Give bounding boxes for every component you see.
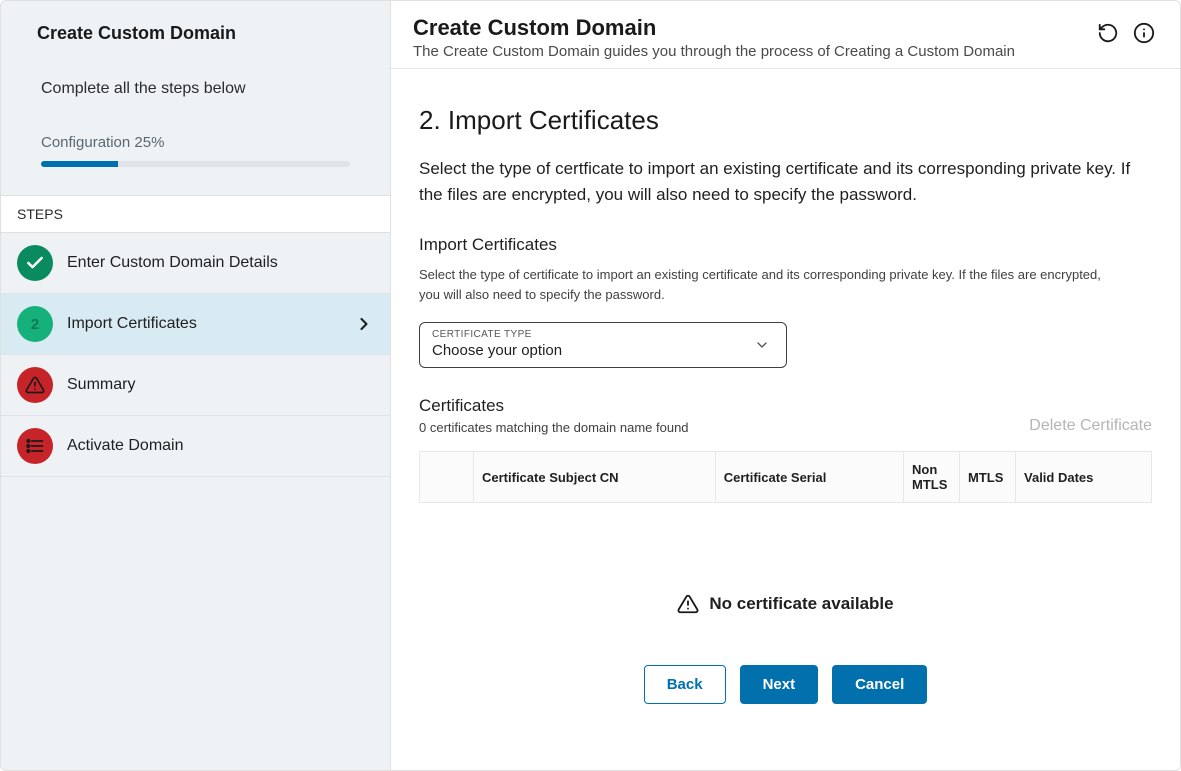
certificates-table: Certificate Subject CN Certificate Seria… xyxy=(419,451,1152,503)
warning-icon xyxy=(17,367,53,403)
next-button[interactable]: Next xyxy=(740,665,819,704)
table-header-mtls[interactable]: MTLS xyxy=(960,452,1016,503)
empty-state-text: No certificate available xyxy=(709,594,893,614)
step-enter-domain-details[interactable]: Enter Custom Domain Details xyxy=(1,233,390,294)
main-panel: Create Custom Domain The Create Custom D… xyxy=(391,1,1180,770)
cancel-button[interactable]: Cancel xyxy=(832,665,927,704)
section-title: 2. Import Certificates xyxy=(419,105,1152,136)
sidebar: Create Custom Domain Complete all the st… xyxy=(1,1,391,770)
warning-icon xyxy=(677,593,699,615)
info-icon[interactable] xyxy=(1132,21,1156,45)
empty-state: No certificate available xyxy=(419,503,1152,645)
sidebar-title: Create Custom Domain xyxy=(37,23,354,44)
progress-fill xyxy=(41,161,118,167)
select-label: CERTIFICATE TYPE xyxy=(432,329,774,340)
list-icon xyxy=(17,428,53,464)
step-label: Enter Custom Domain Details xyxy=(67,254,278,272)
import-description: Select the type of certificate to import… xyxy=(419,265,1119,304)
chevron-down-icon xyxy=(754,337,770,353)
chevron-right-icon xyxy=(354,314,374,334)
refresh-icon[interactable] xyxy=(1096,21,1120,45)
steps-heading: STEPS xyxy=(1,195,390,233)
step-number-icon: 2 xyxy=(17,306,53,342)
sidebar-subtitle: Complete all the steps below xyxy=(41,80,350,98)
back-button[interactable]: Back xyxy=(644,665,726,704)
page-title: Create Custom Domain xyxy=(413,15,1084,41)
progress-track xyxy=(41,161,350,167)
certificate-type-select[interactable]: CERTIFICATE TYPE Choose your option xyxy=(419,322,787,368)
progress-section: Configuration 25% xyxy=(1,118,390,195)
certificates-count: 0 certificates matching the domain name … xyxy=(419,420,689,435)
step-label: Activate Domain xyxy=(67,437,184,455)
step-activate-domain[interactable]: Activate Domain xyxy=(1,416,390,477)
delete-certificate-button[interactable]: Delete Certificate xyxy=(1029,417,1152,435)
step-label: Summary xyxy=(67,376,135,394)
select-value: Choose your option xyxy=(432,342,774,359)
check-icon xyxy=(17,245,53,281)
step-summary[interactable]: Summary xyxy=(1,355,390,416)
table-header-subject-cn[interactable]: Certificate Subject CN xyxy=(474,452,716,503)
page-subtitle: The Create Custom Domain guides you thro… xyxy=(413,43,1084,60)
step-label: Import Certificates xyxy=(67,315,197,333)
main-header: Create Custom Domain The Create Custom D… xyxy=(391,1,1180,69)
section-description: Select the type of certficate to import … xyxy=(419,156,1152,207)
table-header-checkbox[interactable] xyxy=(420,452,474,503)
footer-actions: Back Next Cancel xyxy=(419,645,1152,720)
step-import-certificates[interactable]: 2 Import Certificates xyxy=(1,294,390,355)
table-header-non-mtls[interactable]: Non MTLS xyxy=(904,452,960,503)
table-header-serial[interactable]: Certificate Serial xyxy=(715,452,903,503)
certificates-title: Certificates xyxy=(419,396,689,416)
import-title: Import Certificates xyxy=(419,235,1152,255)
progress-label: Configuration 25% xyxy=(41,134,350,151)
table-header-valid-dates[interactable]: Valid Dates xyxy=(1016,452,1152,503)
